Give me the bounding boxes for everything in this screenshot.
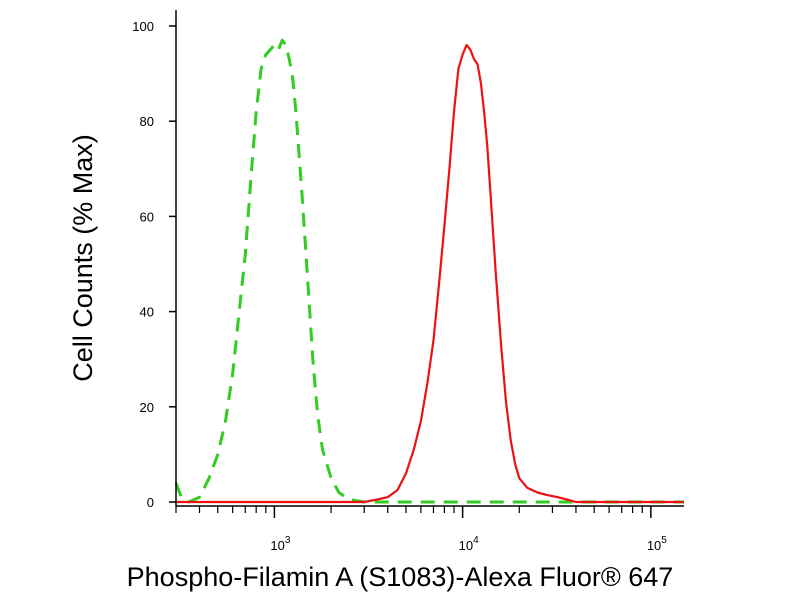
y-tick-label: 60 xyxy=(140,209,154,224)
x-tick-label-exponent: 3 xyxy=(285,535,291,546)
y-tick-label: 20 xyxy=(140,400,154,415)
series-line-dashed-green xyxy=(174,38,684,504)
y-axis-ticks: 0 20 40 60 80 100 xyxy=(132,19,176,510)
x-tick-label: 103 xyxy=(270,535,290,553)
x-tick-label: 104 xyxy=(459,535,479,553)
x-tick-label-exponent: 5 xyxy=(661,535,667,546)
x-tick-label-base: 10 xyxy=(647,538,661,553)
x-tick-label-base: 10 xyxy=(270,538,284,553)
series-line-solid-red xyxy=(176,43,684,504)
y-tick-label: 0 xyxy=(147,495,154,510)
histogram-curves xyxy=(174,38,684,504)
y-tick-label: 100 xyxy=(132,19,154,34)
y-tick-label: 80 xyxy=(140,114,154,129)
x-tick-label-exponent: 4 xyxy=(473,535,479,546)
y-axis-title: Cell Counts (% Max) xyxy=(68,134,98,382)
y-tick-label: 40 xyxy=(140,305,154,320)
x-axis-title: Phospho-Filamin A (S1083)-Alexa Fluor® 6… xyxy=(127,562,674,592)
x-axis-ticks: 103 104 105 xyxy=(175,506,667,553)
x-tick-label-base: 10 xyxy=(459,538,473,553)
x-tick-label: 105 xyxy=(647,535,667,553)
